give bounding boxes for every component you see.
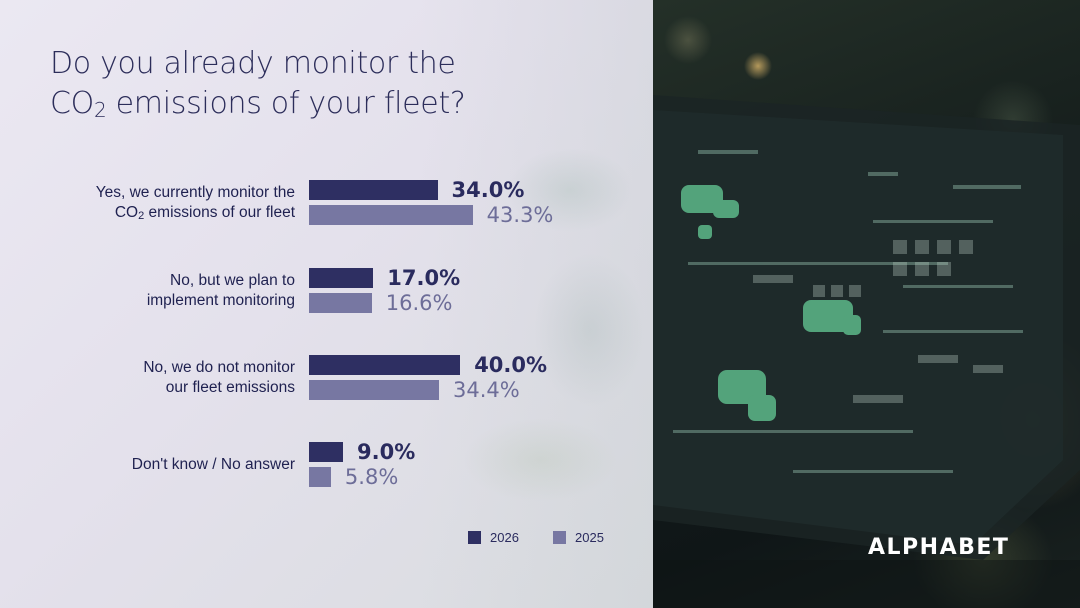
chart-panel [0, 0, 653, 608]
value-label-2025: 34.4% [453, 378, 520, 402]
category-label: No, but we plan to implement monitoring [35, 271, 295, 311]
title-co2-subscript: 2 [93, 98, 107, 122]
bar-2025 [309, 293, 372, 313]
value-label-2026: 9.0% [357, 440, 416, 464]
category-label: Yes, we currently monitor the CO2 emissio… [35, 183, 295, 223]
value-label-2025: 5.8% [344, 465, 399, 489]
category-label-line: No, we do not monitor [143, 358, 295, 376]
dashboard-screen-illustration [653, 95, 1080, 608]
value-label-2025: 43.3% [486, 203, 554, 227]
background-image [653, 0, 1080, 608]
bar-2025 [309, 467, 331, 487]
legend-swatch-2025 [553, 531, 566, 544]
background-pattern [420, 0, 653, 608]
bar-2026 [309, 180, 438, 200]
bar-2025 [309, 205, 473, 225]
bar-2026 [309, 268, 374, 288]
category-label: No, we do not monitor our fleet emissions [35, 358, 295, 398]
bar-2026 [309, 355, 461, 375]
legend-swatch-2026 [468, 531, 481, 544]
category-label-line: Don't know / No answer [131, 455, 295, 473]
category-label-line: our fleet emissions [165, 378, 295, 396]
category-label: Don't know / No answer [35, 455, 295, 475]
category-label-line: Yes, we currently monitor the [95, 183, 295, 201]
bar-2025 [309, 380, 440, 400]
chart-title: Do you already monitor the CO2 emissions… [50, 44, 570, 124]
title-line-2-rest: emissions of your fleet? [106, 86, 466, 121]
title-line-1: Do you already monitor the [50, 46, 456, 81]
category-label-line: No, but we plan to [170, 271, 295, 289]
legend-label-2026: 2026 [490, 530, 519, 545]
category-label-line: implement monitoring [146, 291, 295, 309]
legend-label-2025: 2025 [575, 530, 604, 545]
title-line-2: CO2 emissions of your fleet? [50, 84, 570, 124]
alphabet-logo: ALPHABET [868, 535, 1010, 560]
title-co2-text: CO [50, 86, 94, 121]
bar-2026 [309, 442, 344, 462]
category-label-text: emissions of our fleet [144, 203, 295, 221]
bar-chart: Yes, we currently monitor the CO2 emissio… [35, 178, 554, 489]
category-label-line: CO2 emissions of our fleet [35, 203, 295, 223]
value-label-2026: 34.0% [451, 178, 525, 202]
value-label-2026: 17.0% [387, 266, 461, 290]
value-label-2026: 40.0% [474, 353, 548, 377]
category-label-text: CO [114, 203, 139, 221]
category-label-subscript: 2 [138, 209, 145, 222]
value-label-2025: 16.6% [385, 291, 453, 315]
